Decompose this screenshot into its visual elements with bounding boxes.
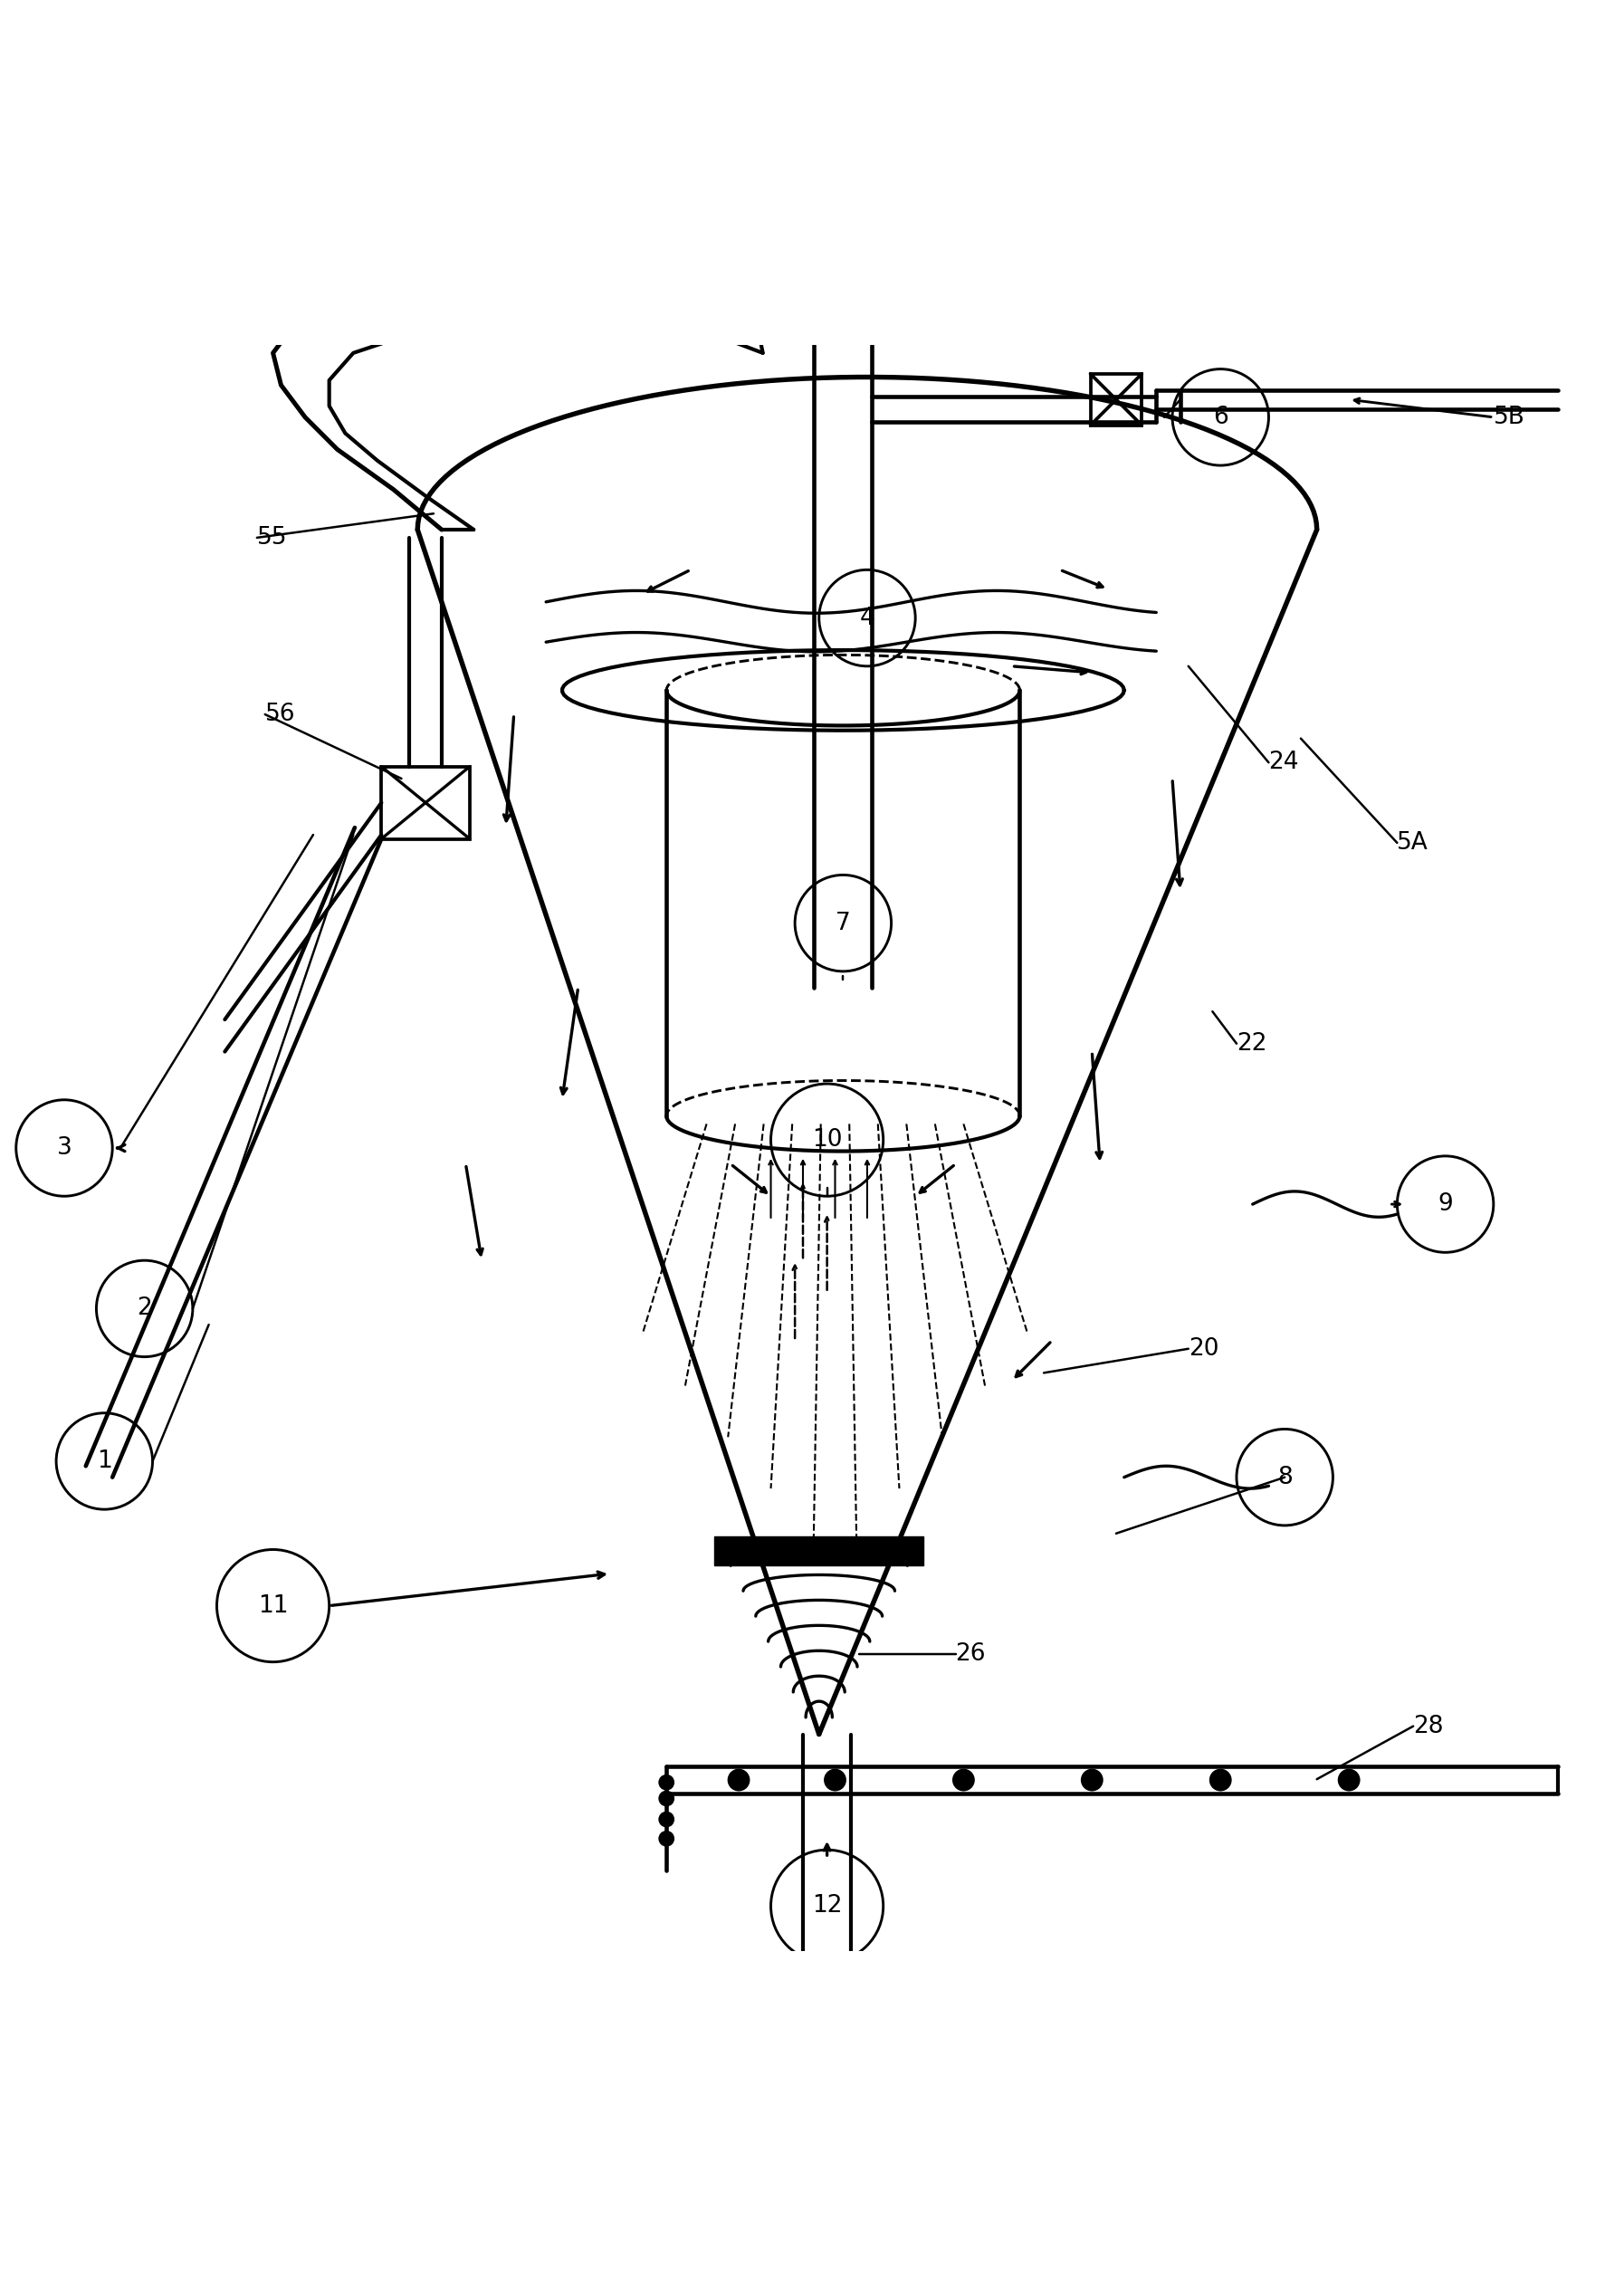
Text: 8: 8: [1276, 1465, 1292, 1490]
Text: 1: 1: [96, 1449, 112, 1474]
Circle shape: [1080, 1768, 1103, 1791]
Text: 22: 22: [1236, 1031, 1266, 1056]
Bar: [714, 1536, 923, 1566]
Text: 11: 11: [258, 1593, 287, 1616]
Text: 9: 9: [1436, 1192, 1453, 1217]
Text: 24: 24: [1268, 751, 1298, 774]
Text: 5B: 5B: [1493, 406, 1525, 429]
Text: 7: 7: [835, 912, 851, 934]
Circle shape: [952, 1768, 974, 1791]
Circle shape: [1337, 1768, 1359, 1791]
Circle shape: [823, 1768, 846, 1791]
Circle shape: [658, 1830, 674, 1846]
Text: 55: 55: [257, 526, 287, 549]
Circle shape: [658, 1812, 674, 1828]
Text: 10: 10: [812, 1127, 841, 1153]
Text: 2: 2: [136, 1297, 152, 1320]
Text: 12: 12: [812, 1894, 841, 1917]
Bar: [382, 767, 470, 838]
Text: 56: 56: [265, 703, 295, 726]
Text: 20: 20: [1188, 1336, 1218, 1362]
Circle shape: [1209, 1768, 1231, 1791]
Circle shape: [658, 1775, 674, 1791]
Text: 4: 4: [859, 606, 875, 629]
Bar: [1090, 374, 1141, 425]
Text: 6: 6: [1212, 406, 1228, 429]
Circle shape: [727, 1768, 750, 1791]
Text: 3: 3: [56, 1137, 72, 1159]
Text: 28: 28: [1412, 1715, 1443, 1738]
Text: 26: 26: [955, 1642, 985, 1665]
Circle shape: [658, 1791, 674, 1807]
Text: 5A: 5A: [1396, 831, 1428, 854]
